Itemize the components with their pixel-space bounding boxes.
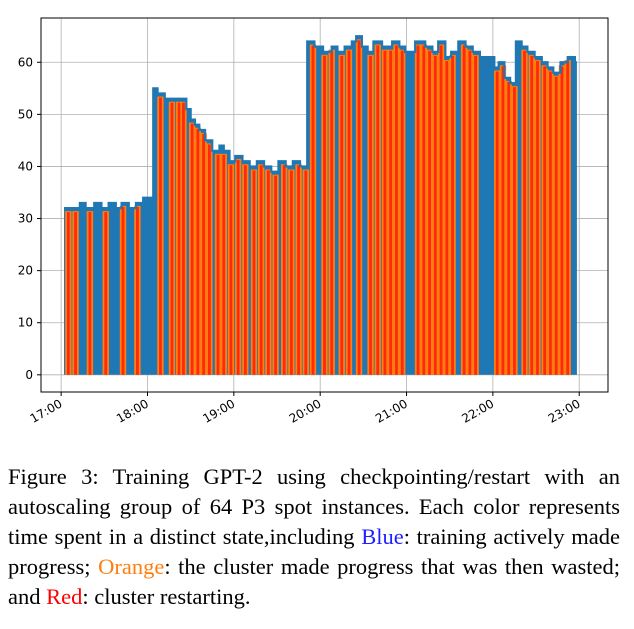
y-tick-label: 40 (18, 159, 33, 173)
red-stripe (428, 50, 431, 375)
red-stripe (395, 45, 398, 375)
red-stripe (297, 165, 300, 375)
x-tick-label: 22:00 (459, 396, 496, 425)
blue-step-line (64, 35, 577, 210)
red-stripe (266, 170, 270, 375)
y-tick-label: 0 (25, 368, 33, 382)
blue-outline-layer (64, 35, 577, 210)
red-stripe (530, 55, 534, 375)
red-stripe (207, 144, 211, 375)
chart-plot: 0 10 20 30 40 50 60 17:00 18:00 19:00 20:00 21:00 22… (18, 17, 609, 426)
y-tick-label: 20 (18, 264, 33, 278)
red-stripe (66, 212, 70, 375)
red-stripe (252, 170, 256, 375)
red-stripe (290, 170, 293, 375)
red-stripe (549, 71, 552, 375)
red-stripe (468, 50, 472, 375)
red-stripe (462, 45, 466, 375)
red-stripe (202, 133, 206, 375)
x-tick-label: 21:00 (373, 396, 410, 425)
x-tick-label: 17:00 (28, 396, 65, 425)
y-tick-label: 60 (18, 55, 33, 69)
red-stripe (369, 55, 372, 375)
red-stripe (136, 206, 139, 375)
y-tick-label: 50 (18, 107, 33, 121)
red-stripe (523, 50, 526, 375)
red-stripe (216, 154, 220, 375)
red-stripe (376, 45, 380, 375)
caption-blue-desc: : training actively made progress; (8, 524, 620, 579)
red-stripe (104, 212, 108, 375)
red-stripe (259, 165, 263, 375)
red-stripe (400, 50, 404, 375)
plot-frame (40, 17, 609, 393)
red-stripe (554, 76, 558, 375)
red-stripe (170, 102, 174, 375)
red-stripe (433, 55, 437, 375)
red-stripe (507, 81, 511, 375)
red-stripe (501, 66, 505, 375)
red-stripe (282, 165, 286, 375)
red-stripe (445, 61, 449, 375)
x-tick-label: 19:00 (200, 396, 237, 425)
red-stripe (439, 45, 443, 375)
red-stripe (389, 50, 393, 375)
x-tick-label: 18:00 (114, 396, 151, 425)
red-stripe (536, 61, 539, 375)
red-stripe (159, 97, 162, 375)
red-stripe (330, 50, 334, 375)
red-stripe (229, 165, 233, 375)
caption-blue-word: Blue (361, 524, 404, 549)
red-stripe (196, 128, 200, 375)
y-tick-label: 30 (18, 212, 33, 226)
red-stripe (357, 40, 361, 375)
red-stripe (222, 154, 226, 375)
red-stripe (422, 45, 426, 375)
y-tick-label: 10 (18, 316, 33, 330)
red-stripe (177, 102, 181, 375)
red-stripe (311, 45, 315, 375)
stripe-layer (65, 39, 571, 375)
red-stripe (474, 55, 478, 375)
caption-orange-word: Orange (98, 554, 165, 579)
red-stripe (543, 66, 547, 375)
red-stripe (416, 45, 420, 375)
red-stripe (304, 170, 308, 375)
red-stripe (190, 123, 194, 375)
red-stripe (74, 212, 77, 375)
red-stripe (495, 71, 499, 375)
x-tick-label: 20:00 (287, 396, 324, 425)
red-stripe (347, 50, 351, 375)
red-stripe (560, 66, 564, 375)
caption-orange-desc: : the cluster made progress that was the… (8, 554, 620, 609)
red-stripe (513, 87, 516, 375)
red-stripe (274, 175, 277, 375)
figure-caption: Figure 3: Training GPT-2 using checkpoin… (8, 462, 620, 612)
red-stripe (236, 160, 240, 375)
red-stripe (182, 102, 185, 375)
caption-prefix: Figure 3: Training GPT-2 using checkpoin… (8, 464, 620, 549)
x-tick-label: 23:00 (546, 396, 583, 425)
red-stripe (383, 50, 387, 375)
red-stripe (121, 206, 125, 375)
red-stripe (340, 55, 344, 375)
caption-red-desc: : cluster restarting. (82, 584, 251, 609)
red-stripe (323, 55, 326, 375)
red-stripe (451, 55, 454, 375)
red-stripe (243, 165, 247, 375)
caption-red-word: Red (46, 584, 83, 609)
red-stripe (88, 212, 92, 375)
red-stripe (566, 61, 570, 375)
